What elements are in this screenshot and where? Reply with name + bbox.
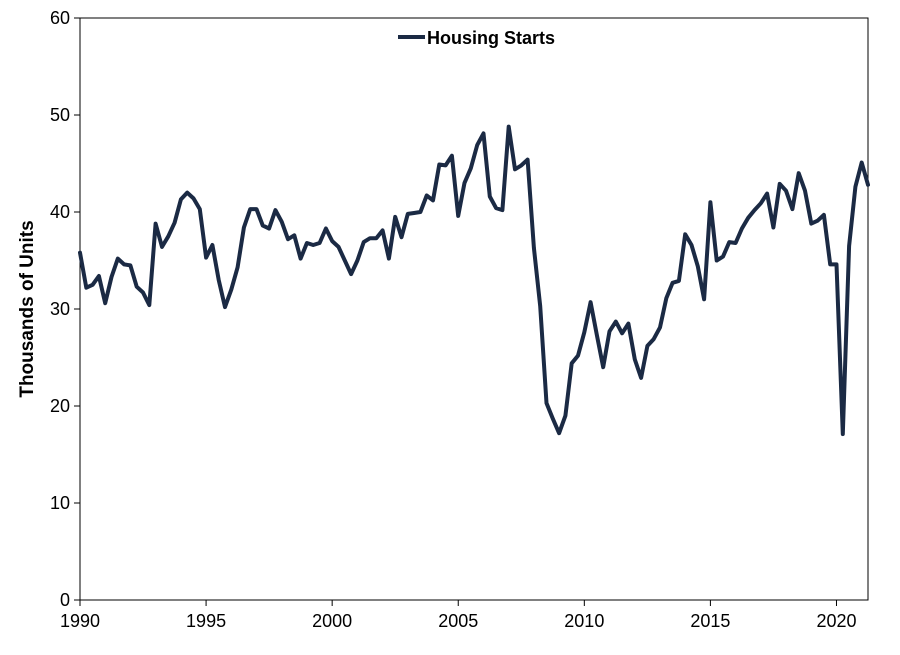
- y-tick-label: 50: [50, 105, 70, 125]
- y-tick-label: 0: [60, 590, 70, 610]
- y-tick-label: 20: [50, 396, 70, 416]
- x-tick-label: 2000: [312, 611, 352, 631]
- series-layer: [78, 124, 870, 437]
- legend: Housing Starts: [398, 28, 555, 48]
- y-axis-label: Thousands of Units: [17, 220, 38, 397]
- y-tick-label: 60: [50, 8, 70, 28]
- y-tick-label: 30: [50, 299, 70, 319]
- y-tick-label: 40: [50, 202, 70, 222]
- x-axis-ticks: 1990 1995 2000 2005 2010 2015 2020: [60, 600, 857, 631]
- plot-frame: [79, 17, 869, 601]
- x-tick-label: 2020: [816, 611, 856, 631]
- y-axis-ticks: 0 10 20 30 40 50 60: [50, 8, 80, 610]
- x-tick-label: 1995: [186, 611, 226, 631]
- x-tick-label: 2010: [564, 611, 604, 631]
- x-tick-label: 1990: [60, 611, 100, 631]
- y-tick-label: 10: [50, 493, 70, 513]
- legend-label: Housing Starts: [427, 28, 555, 48]
- axes: [79, 17, 869, 601]
- series-line-housing-starts: [78, 124, 870, 437]
- x-tick-label: 2005: [438, 611, 478, 631]
- x-tick-label: 2015: [690, 611, 730, 631]
